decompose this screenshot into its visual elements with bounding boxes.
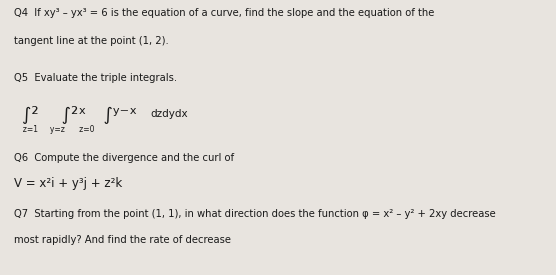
Text: Q6  Compute the divergence and the curl of: Q6 Compute the divergence and the curl o… [14,153,234,163]
Text: tangent line at the point (1, 2).: tangent line at the point (1, 2). [14,36,168,46]
Text: most rapidly? And find the rate of decrease: most rapidly? And find the rate of decre… [14,235,231,245]
Text: Q7  Starting from the point (1, 1), in what direction does the function φ = x² –: Q7 Starting from the point (1, 1), in wh… [14,209,495,219]
Text: z=1     y=z      z=0: z=1 y=z z=0 [18,125,95,134]
Text: Q5  Evaluate the triple integrals.: Q5 Evaluate the triple integrals. [14,73,177,83]
Text: ∫²    ∫²ˣ   ∫ʸ⁻ˣ: ∫² ∫²ˣ ∫ʸ⁻ˣ [22,106,137,124]
Text: Q4  If xy³ – yx³ = 6 is the equation of a curve, find the slope and the equation: Q4 If xy³ – yx³ = 6 is the equation of a… [14,8,434,18]
Text: dzdydx: dzdydx [150,109,188,119]
Text: V = x²i + y³j + z²k: V = x²i + y³j + z²k [14,177,122,190]
